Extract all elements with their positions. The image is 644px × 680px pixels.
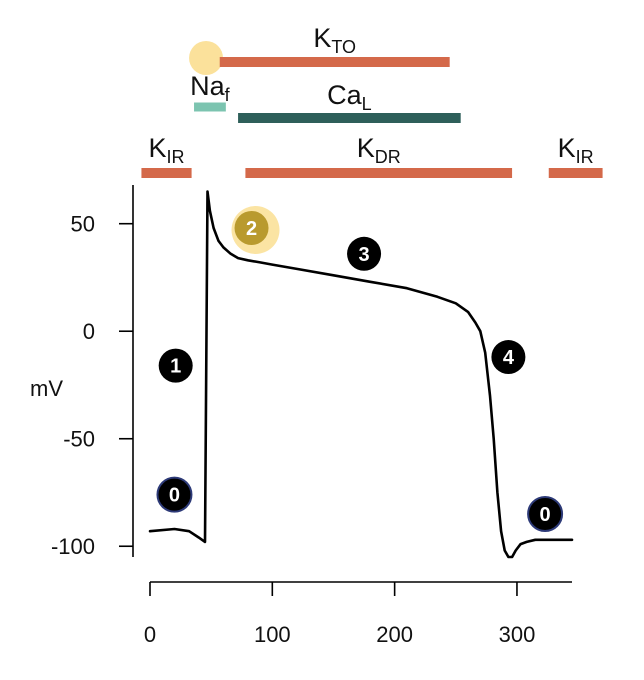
y-axis-label: mV xyxy=(30,376,63,401)
channel-label: CaL xyxy=(327,80,372,114)
channel-label: KIR xyxy=(558,133,594,167)
channel-label-main: K xyxy=(149,133,167,163)
channel-label: Naf xyxy=(190,71,231,105)
channel-bar xyxy=(194,102,226,112)
channel-bar xyxy=(219,57,450,67)
action-potential-line xyxy=(148,190,574,559)
x-tick-label: 200 xyxy=(376,622,413,647)
y-tick-label: 50 xyxy=(71,212,95,237)
channel-bar xyxy=(141,168,192,178)
channel-label: KIR xyxy=(149,133,185,167)
channel-label: KTO xyxy=(313,23,356,57)
channel-label-sub: IR xyxy=(167,147,185,167)
phase-marker: 1 xyxy=(158,348,193,383)
phase-badge xyxy=(491,340,526,375)
channel-bar xyxy=(238,113,461,123)
phase-badge xyxy=(347,236,382,271)
channel-label-main: K xyxy=(558,133,576,163)
channel-label-sub: f xyxy=(225,85,231,105)
channel-bar xyxy=(245,168,513,178)
voltage-trace xyxy=(148,190,574,559)
axis-ticks: 0 100 200 300 50 0 -50 -100 xyxy=(51,212,535,647)
channel-label: KDR xyxy=(357,133,401,167)
phase-number: 0 xyxy=(540,504,551,526)
phase-number: 0 xyxy=(169,485,180,507)
channel-label-main: K xyxy=(357,133,375,163)
phase-badge xyxy=(156,476,193,513)
x-tick-label: 0 xyxy=(144,622,156,647)
phase-badge xyxy=(234,211,269,246)
phase-badge xyxy=(158,348,193,383)
channel-label-sub: TO xyxy=(331,37,356,57)
x-tick-label: 100 xyxy=(254,622,291,647)
highlight-mark xyxy=(189,41,224,75)
channel-label-sub: L xyxy=(362,94,372,114)
y-tick-label: -50 xyxy=(63,427,95,452)
channel-label-main: Ca xyxy=(327,80,362,110)
phase-marker: 0 xyxy=(156,476,193,513)
y-tick-label: -100 xyxy=(51,534,95,559)
phase-marker: 4 xyxy=(491,340,526,375)
channel-label-main: Na xyxy=(190,71,225,101)
phase-number: 1 xyxy=(170,356,181,378)
phase-number: 4 xyxy=(503,347,515,369)
phase-markers: 0 1 2 3 4 0 xyxy=(156,206,564,532)
channel-label-sub: DR xyxy=(375,147,401,167)
phase-marker: 2 xyxy=(231,206,280,255)
phase-marker: 3 xyxy=(347,236,382,271)
phase-badge xyxy=(527,495,564,532)
x-tick-label: 300 xyxy=(499,622,536,647)
y-tick-label: 0 xyxy=(83,319,95,344)
phase-number: 2 xyxy=(246,218,257,240)
channel-label-main: K xyxy=(313,23,331,53)
phase-marker: 0 xyxy=(527,495,564,532)
phase-number: 3 xyxy=(358,244,369,266)
channel-label-sub: IR xyxy=(576,147,594,167)
channel-bar xyxy=(548,168,603,178)
